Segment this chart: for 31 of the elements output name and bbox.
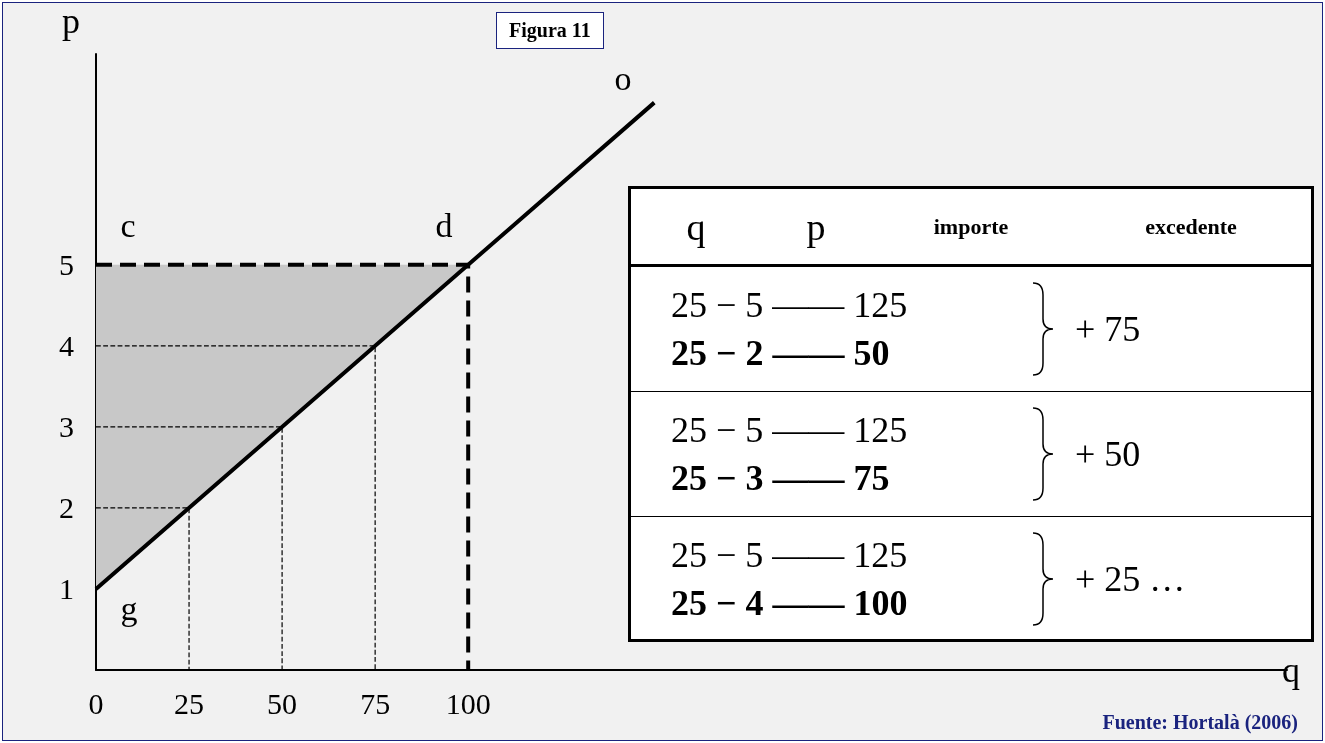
x-tick-label: 100 xyxy=(445,686,491,720)
annotation: 25 − 3 —— 75 xyxy=(671,457,891,500)
x-tick-label: 25 xyxy=(174,686,205,720)
annotation: g xyxy=(120,589,138,627)
x-tick-label: 0 xyxy=(88,686,104,720)
category-label: excedente xyxy=(1144,213,1238,240)
x-tick-label: 50 xyxy=(267,686,298,720)
annotation: c xyxy=(120,206,136,244)
y-tick-label: 3 xyxy=(59,410,74,444)
annotation: d xyxy=(435,206,453,244)
chart-title: Figura 11 xyxy=(496,12,604,49)
annotation: 25 − 4 —— 100 xyxy=(671,582,909,625)
annotation: 25 − 2 —— 50 xyxy=(671,332,891,375)
annotation: 25 − 5 —— 125 xyxy=(671,534,909,577)
category-label: q xyxy=(685,204,707,249)
category-label: importe xyxy=(932,213,1010,240)
annotation: + 50 xyxy=(1075,433,1141,475)
annotation: 25 − 5 —— 125 xyxy=(671,409,909,452)
x-tick-label: 75 xyxy=(360,686,391,720)
source-note: Fuente: Hortalà (2006) xyxy=(1102,711,1298,734)
x-axis-title: q xyxy=(1282,650,1300,690)
y-tick-label: 2 xyxy=(59,491,74,525)
text: + 25 … xyxy=(1075,559,1186,599)
annotation: 25 − 5 —— 125 xyxy=(671,284,909,327)
y-tick-label: 4 xyxy=(59,329,74,363)
annotation: + 75 xyxy=(1075,308,1141,350)
y-axis-title: p xyxy=(62,1,80,41)
y-tick-label: 5 xyxy=(59,248,74,282)
annotation: o xyxy=(614,59,632,97)
y-tick-label: 1 xyxy=(59,572,74,606)
category-label: p xyxy=(805,204,827,249)
